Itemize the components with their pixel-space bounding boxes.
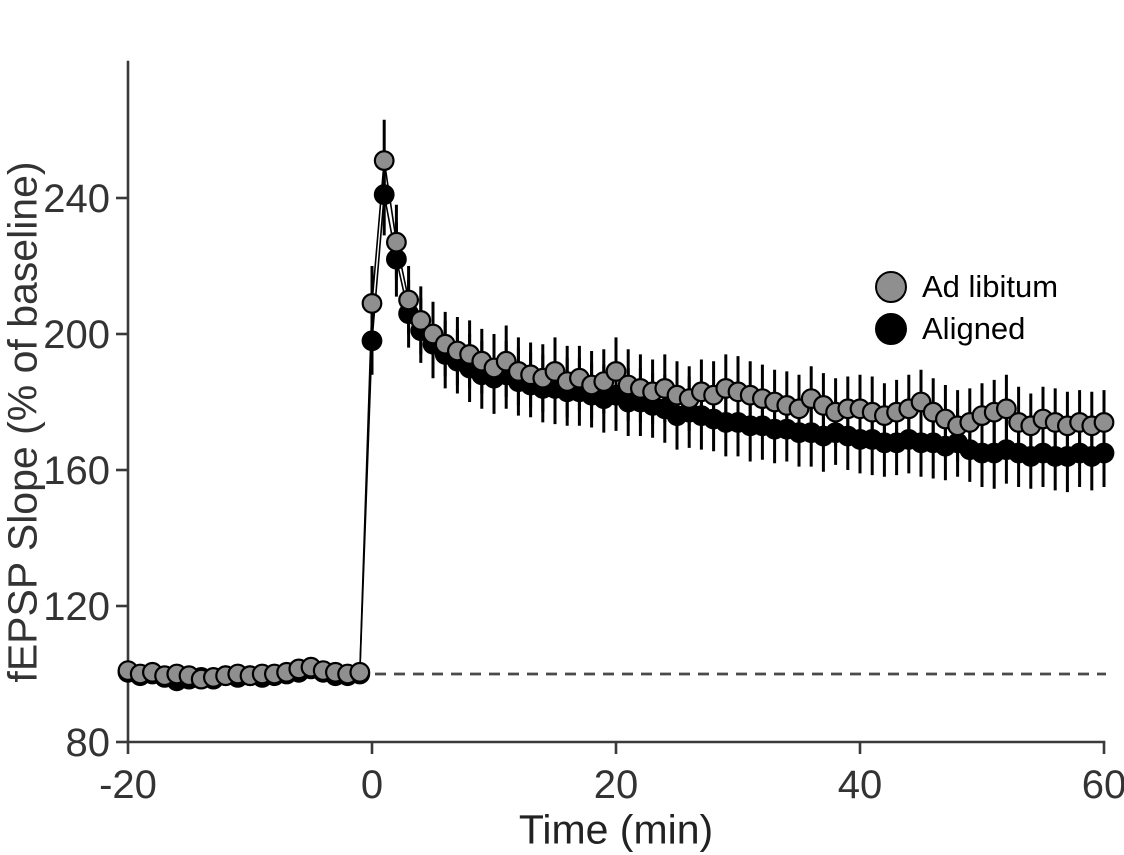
x-tick-label: -20 xyxy=(99,763,157,807)
legend-label-aligned: Aligned xyxy=(922,311,1026,346)
ad-libitum-marker-icon xyxy=(875,271,907,303)
aligned-marker-icon xyxy=(875,313,907,345)
data-point-ad-libitum xyxy=(386,231,407,253)
data-point-ad-libitum xyxy=(1093,412,1115,433)
legend: Ad libitum Aligned xyxy=(875,269,1059,355)
data-point-ad-libitum xyxy=(410,310,432,331)
legend-item-aligned: Aligned xyxy=(875,311,1058,346)
legend-item-ad-libitum: Ad libitum xyxy=(875,269,1059,304)
x-axis-label: Time (min) xyxy=(518,806,714,853)
x-tick-label: 0 xyxy=(361,763,383,807)
data-point-ad-libitum xyxy=(398,289,420,311)
y-tick-label: 120 xyxy=(43,585,110,629)
y-tick-label: 240 xyxy=(43,177,110,221)
axes: -20 0 20 40 60 80 120 160 200 240 xyxy=(43,60,1124,807)
y-tick-label: 200 xyxy=(43,313,110,357)
data-point-ad-libitum xyxy=(605,361,627,382)
x-tick-label: 40 xyxy=(838,763,883,807)
y-axis-label: fEPSP Slope (% of baseline) xyxy=(0,161,46,683)
data-point-ad-libitum xyxy=(373,150,395,172)
y-tick-label: 160 xyxy=(43,449,110,493)
x-tick-label: 60 xyxy=(1082,763,1124,807)
data-point-ad-libitum xyxy=(996,398,1017,420)
series-ad-libitum xyxy=(117,119,1115,690)
data-point-ad-libitum xyxy=(349,661,371,683)
y-tick-label: 80 xyxy=(66,721,111,765)
data-point-ad-libitum xyxy=(361,293,383,314)
legend-label-ad-libitum: Ad libitum xyxy=(922,269,1059,304)
x-tick-label: 20 xyxy=(594,763,639,807)
